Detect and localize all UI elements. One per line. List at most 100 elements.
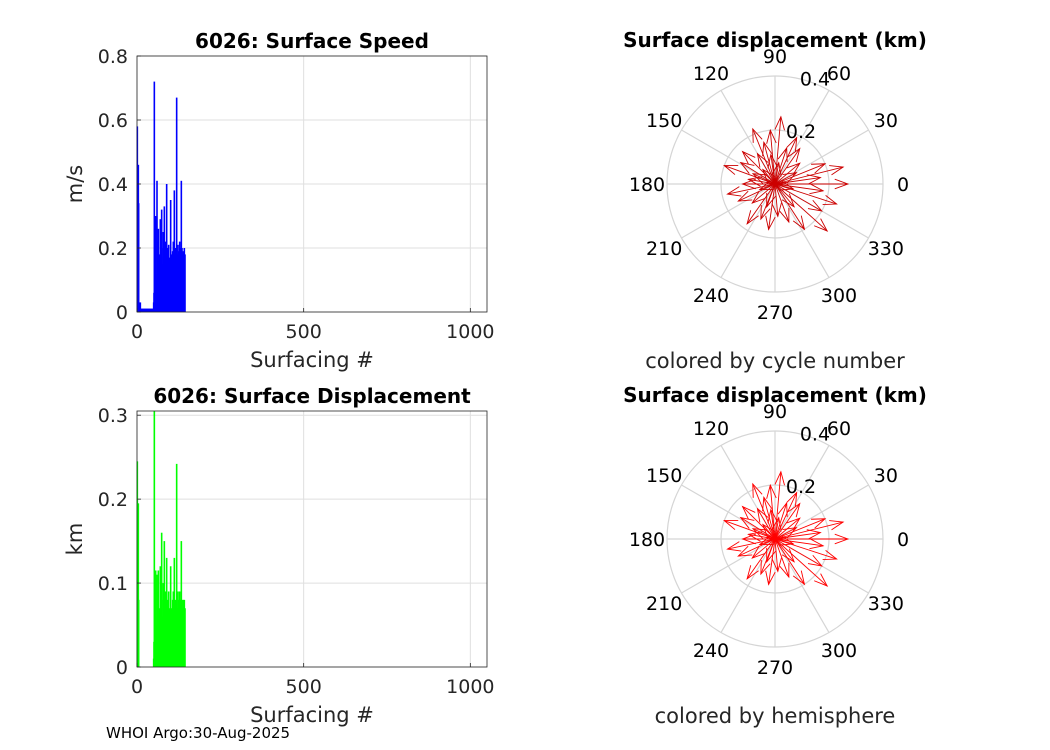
bar [156,180,158,312]
vector-shaft [766,538,776,562]
vector-shaft [766,183,776,207]
vector-head [781,193,795,208]
y-tick-label: 0.1 [98,573,128,595]
angle-label: 270 [757,302,793,324]
radius-label: 0.4 [800,69,830,91]
chart-title: Surface displacement (km) [623,28,927,52]
vector-head [758,535,774,546]
vector-shaft [740,162,776,185]
polar-spoke [774,445,830,540]
radius-label: 0.2 [786,476,816,498]
vector-head [806,174,822,185]
bar [137,503,140,667]
bar [153,81,156,312]
vector-head [760,560,771,576]
vector-head [751,545,766,559]
vector-head [781,548,795,563]
vector-shaft [774,172,797,185]
vector-shaft [738,183,776,202]
vector-head [829,165,845,176]
vector-shaft [774,538,779,572]
vector-shaft [727,538,776,550]
bar [184,608,186,667]
vector-head [771,516,782,532]
vector-head [741,505,756,520]
vector-head [741,533,756,545]
vector-head [752,482,763,498]
bar [154,570,157,667]
vector-shaft [774,502,788,540]
angle-label: 0 [897,529,909,551]
bar [137,203,140,312]
vector-shaft [742,151,776,185]
bar [157,228,160,312]
vector-shaft [774,116,782,185]
vector-head [792,215,806,231]
vector-shaft [774,538,794,545]
vector-head [746,565,759,580]
y-tick-label: 0 [116,657,128,679]
vector-head [771,161,782,177]
vector-head [811,163,827,174]
vector-shaft [738,538,776,557]
vector-head [788,502,801,518]
bar [157,570,160,667]
vector-shaft [774,183,828,232]
vector-head [741,150,756,165]
vector-shaft [757,508,776,540]
vector-shaft [774,538,822,567]
vector-head [723,165,739,175]
vector-shaft [759,538,776,545]
vector-shaft [774,183,794,190]
bar [173,557,176,667]
vector-head [767,153,778,169]
vector-shaft [752,173,776,185]
vector-head [774,115,785,131]
bar [137,599,140,667]
bar [180,180,183,312]
chart-title: 6026: Surface Displacement [153,384,471,408]
bar [160,532,163,667]
vector-shaft [774,532,821,540]
vector-shaft [774,538,805,585]
chart-title: Surface displacement (km) [623,383,927,407]
angle-label: 60 [827,418,851,440]
vector-shaft [774,163,826,185]
vector-head [777,146,788,163]
vector-shaft [774,518,826,540]
vector-head [762,168,776,183]
x-tick-label: 1000 [446,676,494,698]
angle-label: 270 [757,657,793,679]
angle-label: 210 [646,238,682,260]
angle-label: 300 [821,285,857,307]
vector-shaft [774,183,779,217]
vector-head [766,547,777,564]
bar [153,411,156,667]
angle-label: 60 [827,63,851,85]
vector-head [737,190,753,202]
vector-head [723,520,739,530]
radius-label: 0.4 [800,424,830,446]
y-tick-label: 0 [116,302,128,324]
bar [154,216,157,312]
angle-label: 240 [693,285,729,307]
polar-spoke [681,538,776,594]
vector-head [822,550,838,560]
bar [138,302,140,312]
vector-shaft [774,183,822,212]
angle-label: 150 [646,110,682,132]
vector-shaft [768,538,776,585]
vector-head [756,152,769,168]
vector-head [726,541,742,552]
vector-head [809,183,825,195]
vector-head [751,528,767,539]
angle-label: 300 [821,640,857,662]
vector-shaft [774,183,790,223]
angle-label: 120 [693,418,729,440]
vector-head [752,127,763,143]
vector-shaft [759,183,776,190]
vector-head [786,136,798,152]
vector-head [751,173,767,184]
y-tick-label: 0.6 [98,110,128,132]
